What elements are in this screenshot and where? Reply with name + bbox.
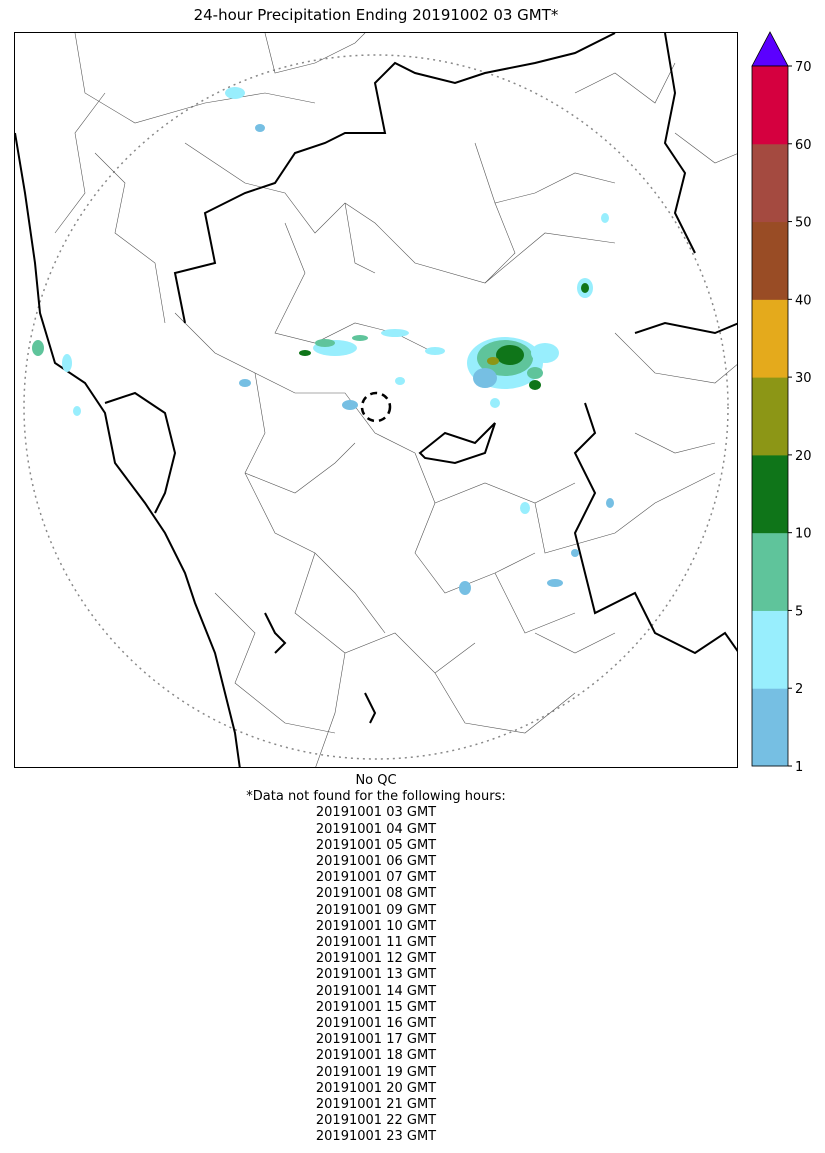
colorbar-canvas: 1 2 5 10 20 30 40 50 60 70 <box>751 31 812 775</box>
missing-hour-item: 20191001 12 GMT <box>315 951 437 967</box>
colorbar-segment <box>752 299 788 378</box>
colorbar-segment <box>752 66 788 145</box>
colorbar-outline <box>751 65 789 767</box>
colorbar-segment <box>752 377 788 456</box>
missing-hour-item: 20191001 14 GMT <box>315 983 437 999</box>
colorbar-segment <box>752 143 788 223</box>
colorbar-segment <box>752 221 788 300</box>
missing-hour-item: 20191001 18 GMT <box>315 1048 437 1064</box>
colorbar-tick-label: 20 <box>795 449 812 464</box>
missing-hour-item: 20191001 07 GMT <box>315 870 437 886</box>
state-boundaries <box>15 33 737 767</box>
radar-range-ring <box>23 54 729 760</box>
missing-hour-item: 20191001 16 GMT <box>315 1016 437 1032</box>
missing-hour-item: 20191001 20 GMT <box>315 1080 437 1096</box>
colorbar-tick-label: 30 <box>795 371 812 386</box>
missing-hour-item: 20191001 04 GMT <box>315 821 437 837</box>
missing-hour-item: 20191001 09 GMT <box>315 902 437 918</box>
missing-hour-item: 20191001 23 GMT <box>315 1129 437 1145</box>
colorbar-tick-label: 1 <box>795 760 803 775</box>
colorbar-extend-triangle <box>751 31 789 67</box>
district-boundaries <box>54 33 737 767</box>
missing-hour-item: 20191001 17 GMT <box>315 1032 437 1048</box>
map-title: 24-hour Precipitation Ending 20191002 03… <box>193 6 559 24</box>
missing-hour-item: 20191001 19 GMT <box>315 1064 437 1080</box>
missing-hour-item: 20191001 03 GMT <box>315 805 437 821</box>
precipitation-map[interactable] <box>14 32 738 768</box>
radar-site-marker <box>360 391 392 423</box>
map-canvas <box>15 33 737 767</box>
missing-hour-item: 20191001 11 GMT <box>315 935 437 951</box>
colorbar-segment <box>752 688 788 767</box>
notes-block: No QC *Data not found for the following … <box>14 773 738 1146</box>
missing-hour-item: 20191001 22 GMT <box>315 1113 437 1129</box>
missing-hours-list: 20191001 03 GMT 20191001 04 GMT 20191001 0… <box>14 805 738 1145</box>
colorbar-tick-label: 70 <box>795 60 812 75</box>
colorbar: 1 2 5 10 20 30 40 50 60 70 <box>740 28 825 778</box>
missing-hour-item: 20191001 10 GMT <box>315 918 437 934</box>
colorbar-segment <box>752 532 788 611</box>
colorbar-tick-label: 5 <box>795 604 803 619</box>
missing-hour-item: 20191001 13 GMT <box>315 967 437 983</box>
qc-note: No QC <box>355 773 397 788</box>
missing-hour-item: 20191001 05 GMT <box>315 837 437 853</box>
missing-header: *Data not found for the following hours: <box>246 789 506 805</box>
precipitation-field <box>32 87 614 595</box>
colorbar-tick-label: 40 <box>795 293 812 308</box>
colorbar-tick-label: 50 <box>795 216 812 231</box>
missing-hour-item: 20191001 21 GMT <box>315 1097 437 1113</box>
missing-hour-item: 20191001 06 GMT <box>315 854 437 870</box>
colorbar-tick-label: 2 <box>795 682 803 697</box>
colorbar-segment <box>752 454 788 534</box>
colorbar-tick-label: 10 <box>795 527 812 542</box>
missing-hour-item: 20191001 08 GMT <box>315 886 437 902</box>
missing-hour-item: 20191001 15 GMT <box>315 999 437 1015</box>
colorbar-segment <box>752 610 788 689</box>
colorbar-tick-label: 60 <box>795 138 812 153</box>
